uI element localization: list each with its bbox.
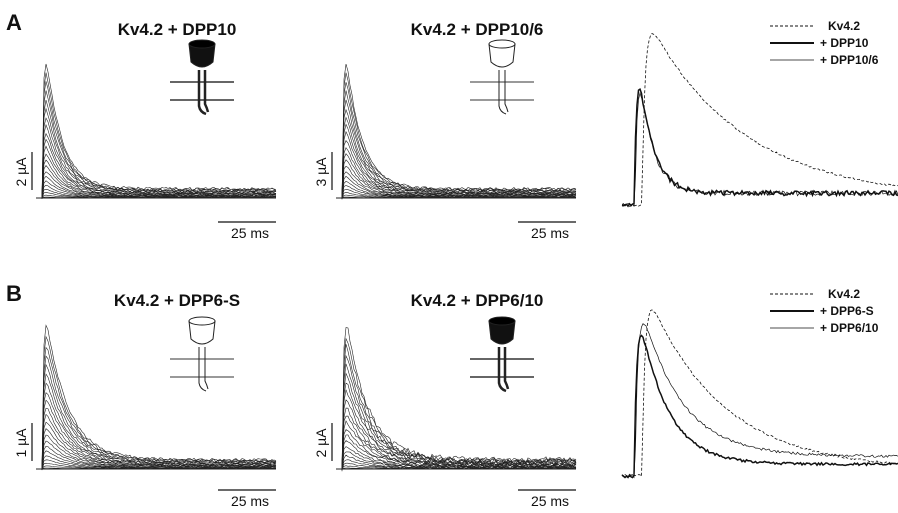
legend-label: Kv4.2 [828,19,860,33]
current-trace [341,399,577,471]
current-trace [41,117,277,198]
legend-label: + DPP6/10 [820,321,879,335]
overlay-trace [621,88,898,208]
current-trace [41,373,277,470]
panel-title: Kv4.2 + DPP10/6 [411,20,544,39]
current-trace [41,413,277,470]
row-label: A [6,10,22,35]
current-trace [341,382,577,468]
overlay-trace [621,334,898,479]
panel-title: Kv4.2 + DPP6/10 [411,291,544,310]
overlay-trace [621,91,898,208]
current-trace [341,82,577,198]
current-trace [41,335,277,469]
time-scale-label: 25 ms [531,225,569,241]
current-trace [41,434,277,470]
legend-label: + DPP6-S [820,304,874,318]
legend-label: Kv4.2 [828,287,860,301]
current-trace [341,354,577,472]
stem [197,70,210,116]
current-trace [341,407,577,470]
current-trace [41,355,277,470]
current-scale-label: 2 µA [13,157,29,187]
overlay-trace [621,309,898,478]
current-trace [341,147,577,199]
current-trace [41,324,277,470]
current-trace [41,421,277,470]
current-scale-label: 2 µA [313,428,329,458]
legend-label: + DPP10 [820,36,869,50]
current-trace [341,108,577,198]
current-trace [341,344,577,469]
current-scale-label: 1 µA [13,428,29,458]
overlay-trace [621,323,898,479]
current-trace [41,132,277,198]
protein-rim [188,39,216,49]
current-trace [41,153,277,199]
time-scale-label: 25 ms [231,225,269,241]
panel-title: Kv4.2 + DPP10 [118,20,237,39]
current-trace [41,138,277,199]
stem [497,347,510,393]
current-scale-label: 3 µA [313,157,329,187]
panel-title: Kv4.2 + DPP6-S [114,291,240,310]
stem [198,347,209,392]
current-trace [341,64,577,200]
current-trace [341,116,576,198]
current-trace [41,363,277,471]
current-trace [341,389,577,469]
protein-rim [188,316,216,326]
current-trace [341,171,577,198]
current-trace [41,100,277,199]
stem [498,70,509,115]
legend-label: + DPP10/6 [820,53,879,67]
time-scale-label: 25 ms [231,493,269,509]
current-trace [41,455,276,470]
current-trace [341,337,577,469]
current-trace [41,346,277,470]
current-trace [341,327,577,470]
current-trace [341,372,577,470]
protein-rim [488,39,516,49]
overlay-trace [622,32,898,207]
current-trace [341,363,577,470]
protein-rim [488,316,516,326]
current-trace [41,63,277,199]
time-scale-label: 25 ms [531,493,569,509]
current-trace [41,123,277,199]
row-label: B [6,281,22,306]
current-trace [41,72,277,199]
